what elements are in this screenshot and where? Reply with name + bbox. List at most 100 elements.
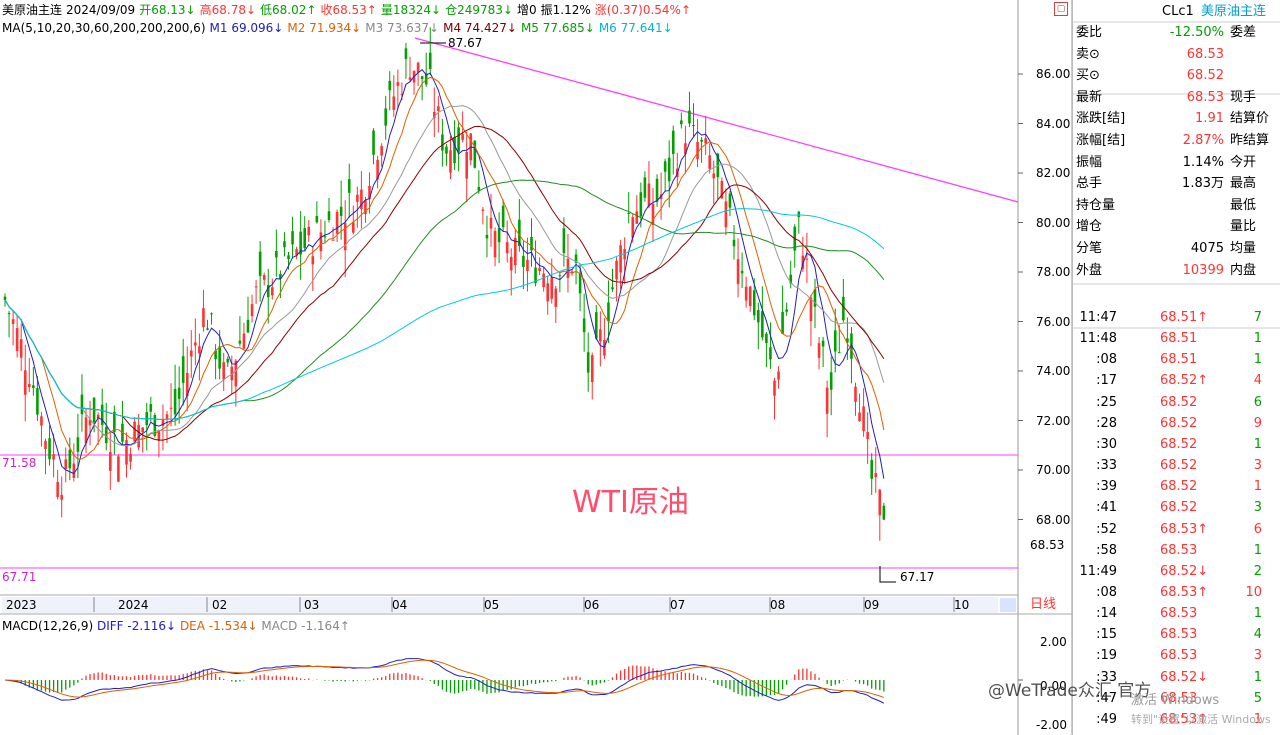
candle-body [376,159,379,180]
price-tick: 74.00 [1036,364,1071,378]
tick-price: 68.53↑ [1160,521,1209,537]
candle-body [522,255,525,267]
scroll-right-icon[interactable] [1000,598,1016,612]
time-label: 06 [584,598,600,612]
quote-name[interactable]: 美原油主连 [1201,4,1267,19]
candle-body [96,414,100,419]
candle-body [684,143,687,155]
tick-row: 11:48 68.51 1 [1074,328,1280,349]
tick-time: :08 [1096,352,1117,368]
candle-body [582,318,586,333]
candle-body [809,297,813,322]
low-marker [879,566,896,583]
quote-row: 最新 68.53 现手 [1074,88,1280,108]
tick-time: 11:48 [1079,331,1117,347]
candle-body [538,267,541,271]
candle-body [80,394,84,415]
candle-body [615,260,618,280]
quote-row: 增仓 量比 [1074,217,1280,237]
quote-key: 分笔 [1076,241,1103,256]
candle-body [113,411,116,432]
tick-volume: 7 [1253,310,1262,325]
tick-price: 68.51 [1160,352,1198,368]
quote-key2: 昨结算 [1230,133,1270,148]
candle-body [202,308,205,328]
tick-row: 11:47 68.51↑ 7 [1074,307,1280,328]
candle-body [817,343,821,358]
tick-time: :47 [1096,690,1117,706]
time-label: 04 [392,598,408,612]
tick-price: 68.51↑ [1160,310,1209,325]
candle-body [238,340,242,344]
candle-body [752,290,756,316]
candle-body [185,372,189,397]
candle-body [862,406,865,432]
tick-time: 11:47 [1079,310,1117,325]
quote-value: 10399 [1182,262,1224,278]
candle-body [133,421,136,442]
quote-key2: 今开 [1230,154,1257,170]
ma-m2: M2 71.934↓ [287,21,362,35]
candle-body [562,228,566,254]
tick-volume: 6 [1253,394,1262,410]
candle-body [279,274,282,279]
window-restore-icon[interactable]: ▢ [1054,2,1068,16]
resistance-trendline [414,37,1019,203]
tick-volume: 3 [1253,500,1262,516]
tick-volume: 1 [1253,436,1262,452]
macd-dea: DEA -1.534↓ [179,619,258,633]
tick-row: :14 68.53 1 [1074,603,1280,624]
candle-body [56,482,59,498]
candle-body [700,139,703,142]
candle-body [765,333,768,344]
candle-body [52,454,55,460]
candle-body [680,120,683,125]
tick-time: :49 [1096,711,1117,727]
bar-date: 2024/09/09 [66,3,136,17]
tick-volume: 1 [1253,479,1262,495]
quote-value: 68.53 [1186,89,1224,105]
candle-body [319,232,323,252]
activation-hint: 转到"设置"以激活 Windows [1131,713,1271,726]
oi-change-value: 增0 [516,3,537,17]
price-tick: 84.00 [1036,116,1071,131]
high-value: 高68.78↓ [199,3,257,17]
time-label: 05 [484,598,500,612]
period-button[interactable]: 日线 [1030,597,1057,612]
candle-body [619,245,622,273]
tick-time: :15 [1096,627,1117,643]
tick-volume: 9 [1253,415,1262,431]
quote-value: 2.87% [1182,133,1224,148]
candle-body [76,437,80,452]
candle-body [327,211,331,221]
candle-body [607,302,610,322]
candle-body [732,239,736,247]
candle-body [595,312,598,339]
open-value: 开68.13↓ [139,3,196,17]
tick-price: 68.53 [1160,648,1198,664]
candle-body [364,200,367,215]
quote-key: 委比 [1076,25,1103,40]
tick-volume: 1 [1253,331,1262,347]
candle-body [222,362,225,380]
macd-tick: 2.00 [1040,635,1067,649]
tick-time: :33 [1096,669,1117,685]
tick-row: :17 68.52↑ 4 [1074,370,1280,391]
candle-body [347,179,351,193]
quote-row: 涨跌[结] 1.91 结算价 [1074,109,1280,129]
macd-value: MACD -1.164↑ [261,619,350,633]
candle-body [546,283,549,302]
time-label: 10 [954,598,970,612]
tick-price: 68.52 [1160,500,1198,516]
quote-row: 总手 1.83万 最高 [1074,174,1280,194]
candle-body [870,460,873,479]
last-price-tag: 68.53 [1030,536,1065,554]
candle-body [335,211,339,234]
candle-body [360,189,363,210]
candle-body [530,236,533,251]
candle-body [84,417,88,444]
volume-value: 量18324↓ [380,3,442,17]
candle-body [736,259,740,284]
candle-body [266,284,270,298]
